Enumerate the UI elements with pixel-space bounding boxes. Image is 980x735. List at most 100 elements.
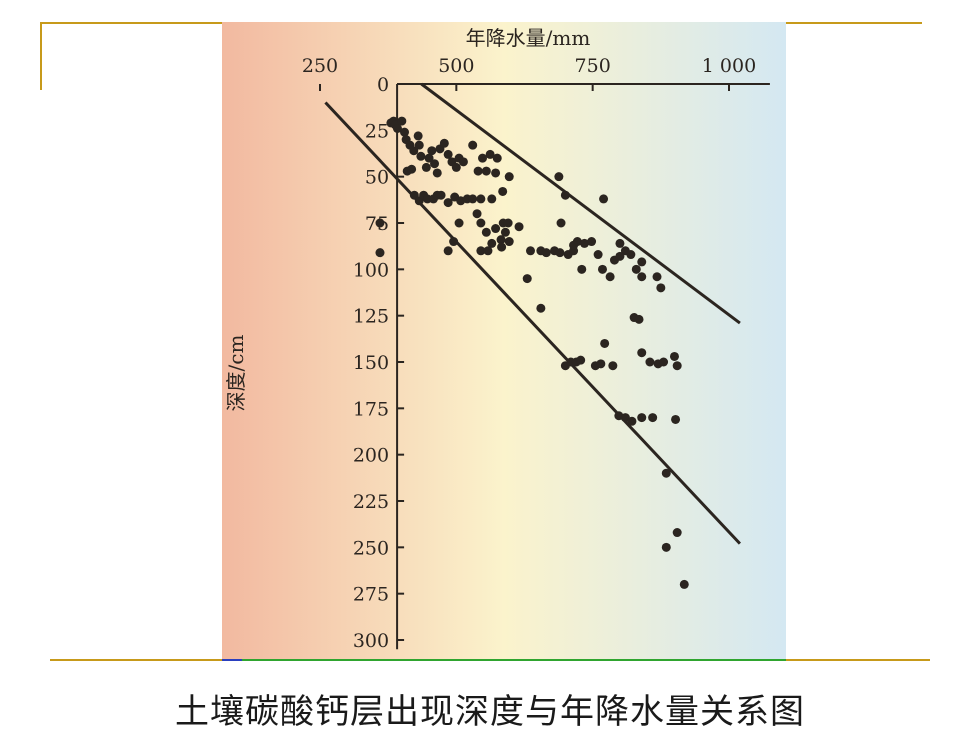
data-point: [514, 222, 524, 232]
data-point: [432, 168, 442, 178]
data-point: [637, 413, 647, 423]
y-tick-label: 150: [353, 352, 389, 374]
data-point: [661, 468, 671, 478]
data-point: [672, 361, 682, 371]
data-point: [648, 413, 658, 423]
data-point: [627, 416, 637, 426]
y-tick-label: 200: [353, 445, 389, 467]
data-point: [593, 250, 603, 260]
data-point: [669, 351, 679, 361]
data-point: [496, 235, 506, 245]
frame-line-top-left: [40, 22, 222, 24]
data-point: [615, 238, 625, 248]
y-tick-label: 100: [353, 259, 389, 281]
data-point: [443, 246, 453, 256]
data-point: [637, 272, 647, 282]
data-point: [671, 414, 681, 424]
data-point: [424, 153, 434, 163]
data-point: [541, 248, 551, 258]
data-point: [596, 359, 606, 369]
data-point: [637, 257, 647, 267]
data-point: [413, 131, 423, 141]
data-point: [476, 218, 486, 228]
data-point: [375, 248, 385, 258]
data-point: [468, 194, 478, 204]
data-point: [414, 140, 424, 150]
data-point: [679, 579, 689, 589]
data-point: [443, 149, 453, 159]
y-tick-label: 0: [377, 74, 389, 96]
data-point: [476, 246, 486, 256]
lower-boundary-line: [324, 101, 741, 545]
data-point: [503, 218, 513, 228]
data-point: [478, 153, 488, 163]
data-point: [579, 238, 589, 248]
data-point: [427, 146, 437, 156]
data-point: [555, 248, 565, 258]
data-point: [392, 123, 402, 133]
data-point: [576, 355, 586, 365]
data-point: [659, 357, 669, 367]
figure-caption: 土壤碳酸钙层出现深度与年降水量关系图: [175, 692, 805, 732]
data-point: [504, 172, 514, 182]
data-point: [473, 166, 483, 176]
y-tick-label: 225: [353, 491, 389, 513]
upper-boundary-line: [420, 82, 741, 325]
x-tick-label: 750: [575, 55, 611, 77]
y-axis-label: 深度/cm: [224, 335, 248, 412]
data-point: [656, 283, 666, 293]
data-point: [481, 227, 491, 237]
data-point: [637, 348, 647, 358]
data-point: [645, 357, 655, 367]
frame-line-top-right: [786, 22, 922, 24]
data-point: [491, 224, 501, 234]
data-point: [375, 218, 385, 228]
data-point: [500, 227, 510, 237]
data-point: [626, 250, 636, 260]
data-point: [485, 149, 495, 159]
data-point: [556, 218, 566, 228]
frame-line-bottom-middle: [222, 659, 786, 661]
data-point: [492, 153, 502, 163]
data-point: [620, 413, 630, 423]
data-point: [481, 166, 491, 176]
data-point: [569, 240, 579, 250]
data-point: [430, 159, 440, 169]
data-point: [498, 186, 508, 196]
data-point: [454, 218, 464, 228]
data-point: [416, 151, 426, 161]
data-point: [483, 246, 493, 256]
data-point: [525, 246, 535, 256]
data-point: [436, 190, 446, 200]
data-point: [397, 116, 407, 126]
data-point: [652, 272, 662, 282]
data-point: [599, 194, 609, 204]
y-tick-label: 300: [353, 630, 389, 652]
y-tick-label: 125: [353, 306, 389, 328]
data-point: [560, 190, 570, 200]
data-point: [407, 164, 417, 174]
data-point: [661, 542, 671, 552]
data-point: [400, 127, 410, 137]
data-point: [554, 172, 564, 182]
data-point: [487, 238, 497, 248]
data-point: [577, 264, 587, 274]
y-tick-label: 25: [365, 120, 389, 142]
chart-background: [222, 22, 786, 659]
data-point: [458, 157, 468, 167]
data-point: [672, 528, 682, 538]
data-point: [522, 274, 532, 284]
data-point: [421, 162, 431, 172]
frame-line-bottom-accent: [222, 659, 242, 661]
data-point: [487, 194, 497, 204]
data-point: [409, 146, 419, 156]
data-point: [587, 237, 597, 247]
data-point: [631, 264, 641, 274]
data-point: [491, 168, 501, 178]
data-point: [472, 209, 482, 219]
frame-line-left-tick: [40, 22, 42, 90]
data-point: [476, 194, 486, 204]
y-tick-label: 250: [353, 537, 389, 559]
data-point: [605, 272, 615, 282]
